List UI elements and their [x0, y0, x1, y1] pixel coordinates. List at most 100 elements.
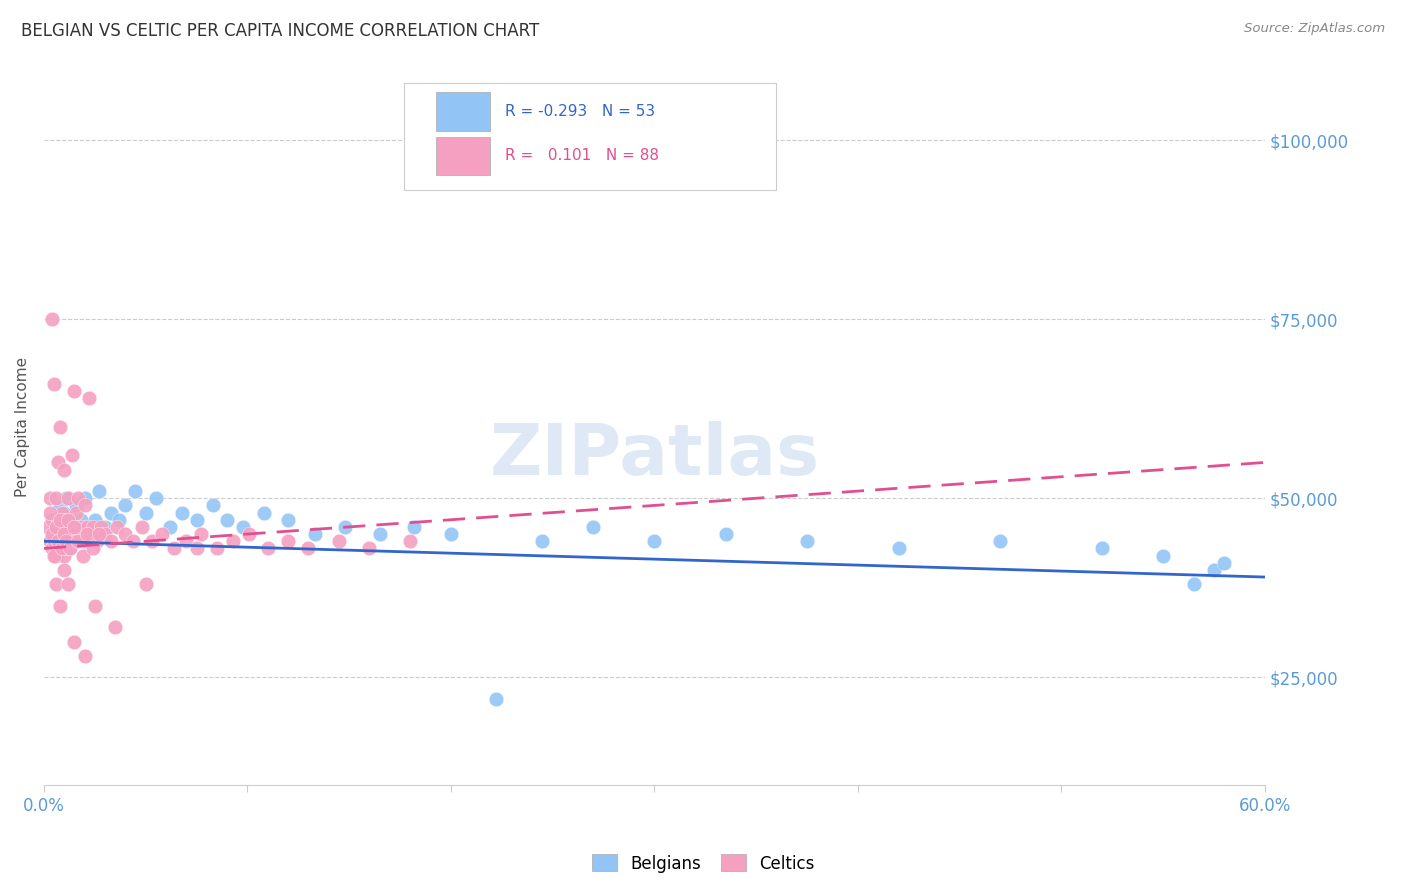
Point	[135, 506, 157, 520]
Point	[277, 534, 299, 549]
Point	[53, 527, 76, 541]
Point	[65, 534, 87, 549]
Point	[55, 513, 77, 527]
Point	[86, 534, 108, 549]
Point	[69, 520, 91, 534]
Point	[53, 527, 76, 541]
Point	[176, 534, 198, 549]
Point	[582, 520, 605, 534]
Point	[141, 534, 163, 549]
Point	[77, 527, 100, 541]
Point	[238, 527, 260, 541]
Text: Source: ZipAtlas.com: Source: ZipAtlas.com	[1244, 22, 1385, 36]
Point	[51, 541, 73, 556]
FancyBboxPatch shape	[436, 92, 489, 130]
Point	[45, 549, 67, 563]
Point	[1182, 577, 1205, 591]
Point	[58, 527, 80, 541]
Point	[58, 527, 80, 541]
Point	[186, 513, 208, 527]
Point	[63, 384, 86, 398]
Point	[232, 520, 254, 534]
Point	[163, 541, 186, 556]
Point	[108, 513, 131, 527]
Point	[59, 520, 82, 534]
Point	[190, 527, 212, 541]
Point	[46, 534, 69, 549]
Point	[51, 506, 73, 520]
Point	[201, 499, 224, 513]
Point	[41, 527, 63, 541]
Point	[399, 534, 422, 549]
Point	[46, 513, 69, 527]
Point	[53, 541, 76, 556]
Legend: Belgians, Celtics: Belgians, Celtics	[585, 847, 821, 880]
Point	[104, 620, 127, 634]
Point	[359, 541, 381, 556]
Point	[76, 520, 98, 534]
Point	[60, 448, 83, 462]
Point	[1202, 563, 1225, 577]
Point	[100, 506, 122, 520]
Point	[42, 520, 65, 534]
Point	[887, 541, 910, 556]
Point	[60, 534, 83, 549]
Point	[82, 520, 104, 534]
Point	[131, 520, 153, 534]
Point	[59, 541, 82, 556]
Y-axis label: Per Capita Income: Per Capita Income	[15, 357, 30, 497]
Point	[72, 549, 94, 563]
Point	[94, 520, 117, 534]
Point	[39, 506, 62, 520]
Point	[114, 527, 136, 541]
Point	[42, 549, 65, 563]
Point	[41, 534, 63, 549]
Point	[49, 520, 72, 534]
Point	[122, 534, 145, 549]
Point	[73, 648, 96, 663]
Text: R =   0.101   N = 88: R = 0.101 N = 88	[505, 148, 659, 163]
Point	[83, 513, 105, 527]
Point	[328, 534, 350, 549]
Point	[58, 491, 80, 506]
Point	[63, 527, 86, 541]
FancyBboxPatch shape	[404, 83, 776, 190]
Point	[65, 506, 87, 520]
Point	[41, 513, 63, 527]
Point	[186, 541, 208, 556]
Point	[714, 527, 737, 541]
Point	[87, 527, 110, 541]
Point	[46, 534, 69, 549]
Point	[58, 513, 80, 527]
Text: BELGIAN VS CELTIC PER CAPITA INCOME CORRELATION CHART: BELGIAN VS CELTIC PER CAPITA INCOME CORR…	[21, 22, 540, 40]
Point	[82, 541, 104, 556]
Point	[988, 534, 1011, 549]
Point	[83, 599, 105, 613]
Point	[42, 376, 65, 391]
Point	[53, 563, 76, 577]
Point	[796, 534, 818, 549]
Point	[404, 520, 426, 534]
Point	[256, 541, 278, 556]
Point	[94, 527, 117, 541]
Point	[215, 513, 238, 527]
Point	[297, 541, 319, 556]
Point	[55, 491, 77, 506]
Point	[485, 691, 508, 706]
Point	[77, 391, 100, 405]
Point	[49, 534, 72, 549]
Point	[114, 499, 136, 513]
Point	[55, 541, 77, 556]
Point	[643, 534, 665, 549]
Point	[205, 541, 228, 556]
Point	[45, 491, 67, 506]
Point	[41, 541, 63, 556]
Point	[49, 499, 72, 513]
Point	[59, 541, 82, 556]
Point	[440, 527, 463, 541]
Point	[73, 499, 96, 513]
Point	[39, 534, 62, 549]
Point	[76, 527, 98, 541]
Point	[1091, 541, 1114, 556]
Point	[53, 549, 76, 563]
